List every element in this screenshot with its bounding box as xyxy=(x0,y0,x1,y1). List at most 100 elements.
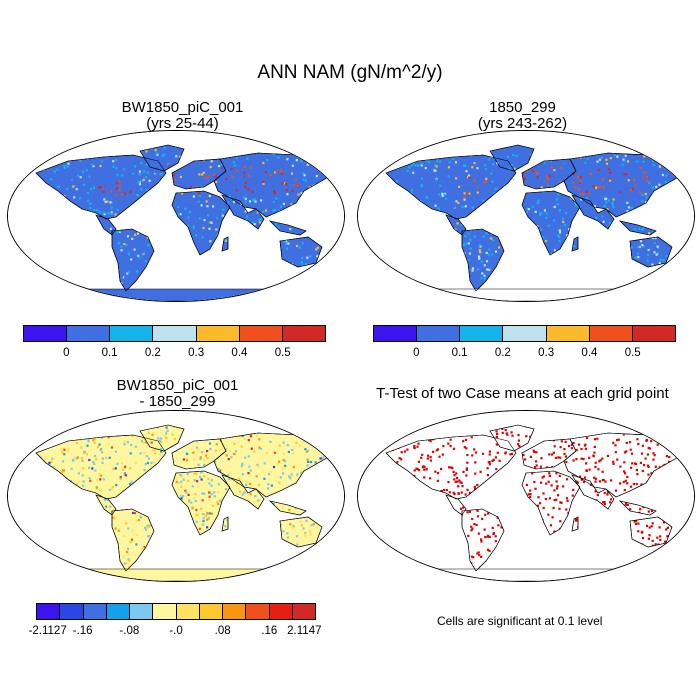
grid-cell xyxy=(547,224,551,227)
grid-cell xyxy=(187,493,190,496)
grid-cell xyxy=(665,159,668,163)
grid-cell xyxy=(61,562,64,565)
grid-cell xyxy=(205,510,208,514)
grid-cell xyxy=(193,497,196,500)
grid-cell xyxy=(316,246,319,249)
grid-cell xyxy=(270,484,273,487)
grid-cell xyxy=(208,442,212,445)
grid-cell xyxy=(676,451,679,455)
grid-cell xyxy=(209,447,212,451)
grid-cell xyxy=(570,447,574,450)
grid-cell xyxy=(555,198,558,201)
grid-cell xyxy=(278,481,281,484)
grid-cell xyxy=(112,467,115,470)
grid-cell xyxy=(59,566,62,569)
grid-cell xyxy=(147,535,150,538)
grid-cell xyxy=(592,454,595,457)
grid-cell xyxy=(305,519,308,522)
grid-cell xyxy=(104,505,108,508)
grid-cell xyxy=(674,268,677,271)
grid-cell xyxy=(248,465,251,468)
grid-cell xyxy=(96,478,99,482)
grid-cell xyxy=(603,205,606,208)
grid-cell xyxy=(272,465,276,469)
grid-cell xyxy=(553,169,556,172)
grid-cell xyxy=(440,467,443,471)
grid-cell xyxy=(86,192,90,195)
map-ttest-svg xyxy=(358,411,694,581)
grid-cell xyxy=(559,456,562,459)
grid-cell xyxy=(88,466,91,469)
grid-cell xyxy=(548,453,551,456)
grid-cell xyxy=(645,524,649,527)
grid-cell xyxy=(488,248,491,251)
grid-cell xyxy=(648,287,651,291)
grid-cell xyxy=(293,283,296,286)
grid-cell xyxy=(165,432,168,435)
grid-cell xyxy=(262,182,265,185)
grid-cell xyxy=(473,162,476,165)
grid-cell xyxy=(289,477,292,480)
grid-cell xyxy=(474,461,477,464)
grid-cell xyxy=(102,211,105,214)
grid-cell xyxy=(181,495,185,498)
grid-cell xyxy=(292,452,295,455)
grid-cell xyxy=(275,197,278,200)
grid-cell xyxy=(488,535,491,538)
grid-cell xyxy=(233,164,236,167)
grid-cell xyxy=(323,259,326,262)
grid-cell xyxy=(467,176,470,179)
grid-cell xyxy=(290,473,293,476)
grid-cell xyxy=(399,151,402,154)
colorbar-tick-label: 0.1 xyxy=(451,347,468,359)
grid-cell xyxy=(62,447,65,450)
grid-cell xyxy=(576,481,580,484)
grid-cell xyxy=(609,178,612,181)
grid-cell xyxy=(300,524,303,527)
grid-cell xyxy=(92,165,95,168)
grid-cell xyxy=(36,266,39,269)
grid-cell xyxy=(435,165,438,168)
grid-cell xyxy=(416,468,419,471)
grid-cell xyxy=(276,463,279,466)
colorbar-tick-label: -2.1127 xyxy=(28,625,67,637)
grid-cell xyxy=(258,438,261,441)
grid-cell xyxy=(321,146,324,149)
map-diff-svg xyxy=(8,411,344,581)
grid-cell xyxy=(243,196,246,199)
grid-cell xyxy=(607,199,610,202)
grid-cell xyxy=(474,487,477,491)
grid-cell xyxy=(130,443,133,446)
grid-cell xyxy=(468,491,472,494)
grid-cell xyxy=(63,164,66,168)
grid-cell xyxy=(510,431,513,434)
colorbar-box xyxy=(196,326,240,341)
grid-cell xyxy=(268,473,271,476)
grid-cell xyxy=(505,432,508,435)
grid-cell xyxy=(386,556,388,559)
grid-cell xyxy=(285,189,288,192)
grid-cell xyxy=(470,555,474,558)
grid-cell xyxy=(206,450,209,453)
grid-cell xyxy=(201,451,204,454)
grid-cell xyxy=(284,568,287,571)
grid-cell xyxy=(206,512,209,515)
grid-cell xyxy=(249,435,253,438)
grid-cell xyxy=(167,154,170,157)
grid-cell xyxy=(120,245,123,248)
grid-cell xyxy=(448,161,451,164)
grid-cell xyxy=(398,571,400,573)
coastline xyxy=(111,228,155,292)
grid-cell xyxy=(71,458,75,462)
grid-cell xyxy=(426,196,429,199)
grid-cell xyxy=(486,268,489,271)
grid-cell xyxy=(161,154,164,157)
grid-cell xyxy=(470,436,473,439)
grid-cell xyxy=(624,479,627,482)
grid-cell xyxy=(645,175,648,179)
grid-cell xyxy=(628,441,632,444)
grid-cell xyxy=(309,533,312,536)
grid-cell xyxy=(495,443,498,446)
grid-cell xyxy=(300,151,303,154)
grid-cell xyxy=(109,227,113,230)
